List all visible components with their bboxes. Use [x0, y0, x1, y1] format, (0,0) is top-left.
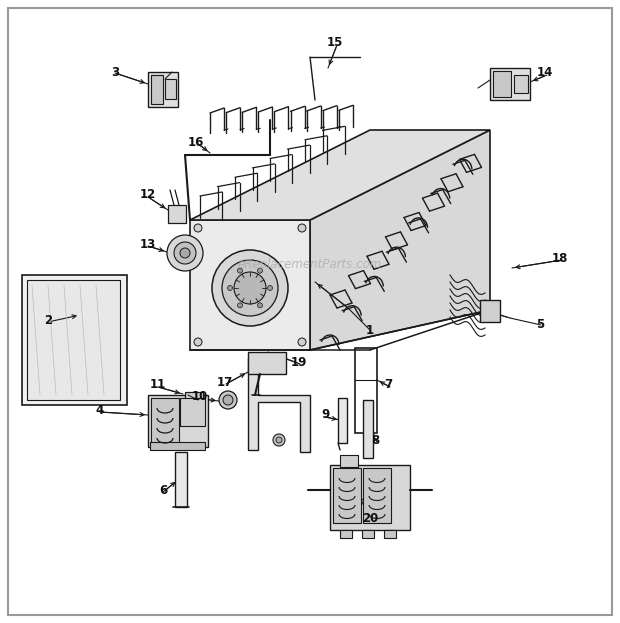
Bar [333, 468, 361, 523]
Bar [338, 398, 347, 443]
Circle shape [223, 395, 233, 405]
Circle shape [298, 338, 306, 346]
Text: eReplacementParts.com: eReplacementParts.com [238, 259, 382, 271]
Circle shape [237, 268, 242, 273]
Circle shape [222, 260, 278, 316]
Text: 7: 7 [384, 379, 392, 391]
Text: 10: 10 [192, 391, 208, 404]
Bar [355, 348, 377, 433]
Bar [514, 75, 528, 93]
Bar [168, 205, 186, 223]
Circle shape [174, 242, 196, 264]
Circle shape [180, 248, 190, 258]
Circle shape [194, 338, 202, 346]
Bar [151, 75, 163, 104]
Text: 1: 1 [366, 323, 374, 336]
Polygon shape [310, 130, 490, 350]
Bar [148, 72, 178, 107]
Text: 16: 16 [188, 135, 204, 148]
Circle shape [257, 303, 262, 308]
Text: 14: 14 [537, 67, 553, 80]
Bar [330, 465, 410, 530]
Bar [340, 455, 358, 467]
Circle shape [219, 391, 237, 409]
Text: 18: 18 [552, 252, 568, 265]
Bar [22, 275, 127, 405]
Circle shape [212, 250, 288, 326]
Bar [362, 530, 374, 538]
Text: 8: 8 [371, 434, 379, 447]
Bar [363, 400, 373, 458]
Bar [150, 442, 205, 450]
Circle shape [194, 224, 202, 232]
Bar [490, 68, 530, 100]
Text: 2: 2 [44, 313, 52, 326]
Text: 9: 9 [321, 409, 329, 422]
Polygon shape [190, 220, 310, 350]
Polygon shape [190, 130, 490, 220]
Bar [384, 530, 396, 538]
Text: 6: 6 [159, 483, 167, 497]
Text: 17: 17 [217, 376, 233, 389]
Text: 20: 20 [362, 511, 378, 525]
Bar [165, 79, 176, 99]
Circle shape [237, 303, 242, 308]
Bar [248, 352, 286, 374]
Bar [363, 468, 391, 523]
Text: 11: 11 [150, 379, 166, 391]
Circle shape [267, 285, 273, 290]
Circle shape [167, 235, 203, 271]
Circle shape [298, 224, 306, 232]
Bar [493, 71, 511, 97]
Bar [175, 452, 187, 507]
Bar [148, 395, 208, 447]
Text: 4: 4 [96, 404, 104, 417]
Bar [185, 392, 203, 406]
Bar [340, 530, 352, 538]
Polygon shape [248, 358, 310, 452]
Circle shape [257, 268, 262, 273]
Circle shape [273, 434, 285, 446]
Text: 3: 3 [111, 67, 119, 80]
Circle shape [228, 285, 232, 290]
Text: 5: 5 [536, 318, 544, 331]
Bar [27, 280, 120, 400]
Text: 15: 15 [327, 37, 343, 49]
Text: 19: 19 [291, 356, 307, 368]
Text: 13: 13 [140, 237, 156, 250]
Circle shape [276, 437, 282, 443]
Bar [480, 300, 500, 322]
Text: 12: 12 [140, 189, 156, 201]
Bar [180, 398, 205, 426]
Bar [151, 398, 179, 444]
Circle shape [234, 272, 266, 304]
